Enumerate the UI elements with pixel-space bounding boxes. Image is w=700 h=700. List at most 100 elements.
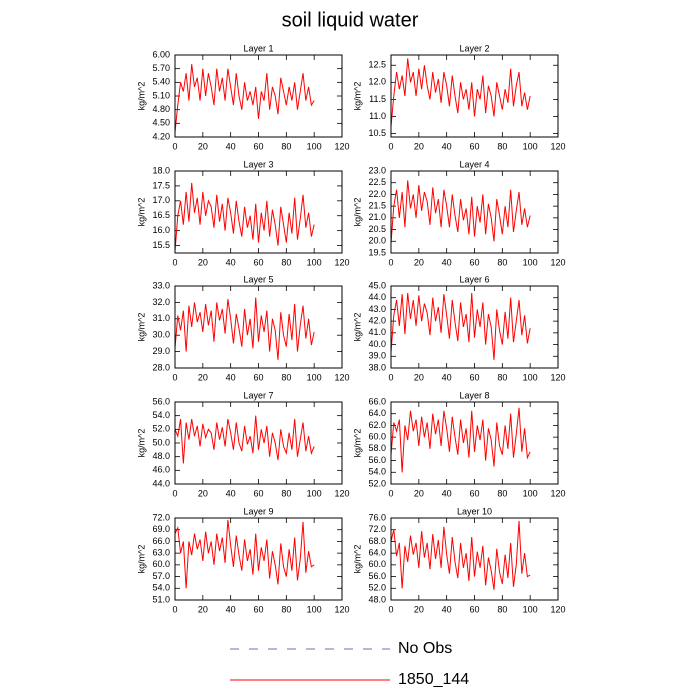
x-tick-label: 20	[414, 141, 424, 151]
x-tick-label: 60	[253, 604, 263, 614]
y-tick-label: 60.0	[152, 559, 170, 569]
panel: Layer 9 kg/m^2 51.054.0 57.0 60.063.0 66.0 69.…	[136, 506, 349, 614]
x-tick-label: 20	[198, 604, 208, 614]
plot-frame	[390, 54, 559, 138]
panel: Layer 2 kg/m^2 10.5 11.0 11.5 12.0 12.5 0 20 40 60…	[352, 43, 565, 151]
data-line	[390, 520, 531, 590]
y-tick-label: 23.0	[368, 165, 386, 175]
x-tick-label: 120	[550, 372, 565, 382]
y-tick-label: 18.0	[152, 165, 170, 175]
x-tick-label: 20	[414, 488, 424, 498]
y-tick-label: 56.0	[368, 455, 386, 465]
y-tick-label: 12.5	[368, 60, 386, 70]
y-tick-label: 44.0	[152, 478, 170, 488]
plot-frame	[390, 170, 559, 254]
y-tick-label: 29.0	[152, 346, 170, 356]
data-line	[174, 297, 315, 360]
x-tick-label: 40	[442, 372, 452, 382]
panel: Layer 6 kg/m^2 38.039.0 40.0 41.042.0 43.0 44.…	[352, 274, 565, 382]
y-tick-label: 22.5	[368, 177, 386, 187]
y-tick-label: 33.0	[152, 280, 170, 290]
y-axis-label: kg/m^2	[136, 82, 146, 111]
panel-title: Layer 3	[243, 159, 273, 169]
y-tick-label: 11.0	[369, 111, 386, 121]
x-tick-label: 60	[253, 488, 263, 498]
plot-frame	[174, 517, 343, 601]
x-tick-label: 40	[226, 257, 236, 267]
plot-frame	[390, 517, 559, 601]
y-tick-label: 42.0	[368, 316, 386, 326]
y-tick-label: 45.0	[368, 280, 386, 290]
x-tick-label: 100	[307, 488, 322, 498]
y-tick-label: 54.0	[368, 467, 386, 477]
x-tick-label: 40	[226, 604, 236, 614]
plot-frame	[174, 54, 343, 138]
y-tick-label: 66.0	[152, 536, 170, 546]
y-tick-label: 19.5	[368, 247, 386, 257]
x-tick-label: 60	[469, 604, 479, 614]
x-tick-label: 60	[469, 488, 479, 498]
y-tick-label: 62.0	[368, 420, 386, 430]
y-tick-label: 68.0	[368, 536, 386, 546]
x-tick-label: 120	[334, 488, 349, 498]
x-tick-label: 0	[388, 604, 393, 614]
x-tick-label: 0	[172, 488, 177, 498]
x-tick-label: 100	[523, 141, 538, 151]
y-tick-label: 20.5	[368, 224, 386, 234]
x-tick-label: 0	[172, 604, 177, 614]
y-tick-label: 28.0	[152, 362, 170, 372]
y-tick-label: 48.0	[152, 451, 170, 461]
y-tick-label: 21.5	[368, 201, 386, 211]
panel: Layer 10 kg/m^2 48.052.0 56.0 60.064.0 68.0 72…	[352, 506, 565, 614]
plot-frame	[390, 401, 559, 485]
x-tick-label: 20	[198, 141, 208, 151]
x-tick-label: 120	[334, 257, 349, 267]
y-tick-label: 46.0	[152, 465, 170, 475]
y-tick-label: 64.0	[368, 548, 386, 558]
panel-title: Layer 7	[243, 390, 273, 400]
y-axis-label: kg/m^2	[352, 429, 362, 458]
x-tick-label: 120	[334, 604, 349, 614]
y-tick-label: 41.0	[368, 327, 386, 337]
data-line	[174, 182, 315, 252]
x-tick-label: 0	[388, 372, 393, 382]
y-tick-label: 12.0	[368, 77, 386, 87]
panel: Layer 7 kg/m^2 44.0 46.0 48.0 50.0 52.0 54.0 56.…	[136, 390, 349, 498]
x-tick-label: 100	[307, 372, 322, 382]
y-tick-label: 16.0	[152, 225, 170, 235]
x-tick-label: 40	[442, 141, 452, 151]
x-tick-label: 20	[198, 488, 208, 498]
y-tick-label: 40.0	[368, 339, 386, 349]
x-tick-label: 60	[253, 257, 263, 267]
data-line	[174, 64, 315, 133]
x-tick-label: 60	[469, 372, 479, 382]
y-tick-label: 5.10	[152, 90, 170, 100]
plot-frame	[174, 285, 343, 369]
y-tick-label: 4.80	[152, 104, 170, 114]
panel-title: Layer 10	[457, 506, 492, 516]
panel: Layer 3 kg/m^2 15.5 16.0 16.5 17.0 17.5 18.0 0 20…	[136, 159, 349, 267]
x-tick-label: 80	[281, 141, 291, 151]
y-tick-label: 57.0	[152, 571, 170, 581]
x-tick-label: 80	[497, 141, 507, 151]
x-tick-label: 40	[442, 488, 452, 498]
y-tick-label: 5.40	[152, 77, 170, 87]
x-tick-label: 80	[497, 372, 507, 382]
y-tick-label: 56.0	[152, 396, 170, 406]
x-tick-label: 20	[198, 257, 208, 267]
x-tick-label: 80	[281, 604, 291, 614]
panel-title: Layer 9	[243, 506, 273, 516]
x-tick-label: 40	[442, 257, 452, 267]
x-tick-label: 100	[523, 488, 538, 498]
y-tick-label: 17.5	[152, 180, 170, 190]
x-tick-label: 100	[523, 257, 538, 267]
x-tick-label: 60	[253, 141, 263, 151]
y-tick-label: 50.0	[152, 437, 170, 447]
y-tick-label: 54.0	[152, 410, 170, 420]
y-tick-label: 5.70	[152, 63, 170, 73]
data-line	[390, 292, 531, 360]
legend-label: 1850_144	[398, 671, 469, 688]
x-tick-label: 80	[497, 488, 507, 498]
y-tick-label: 11.5	[369, 94, 386, 104]
